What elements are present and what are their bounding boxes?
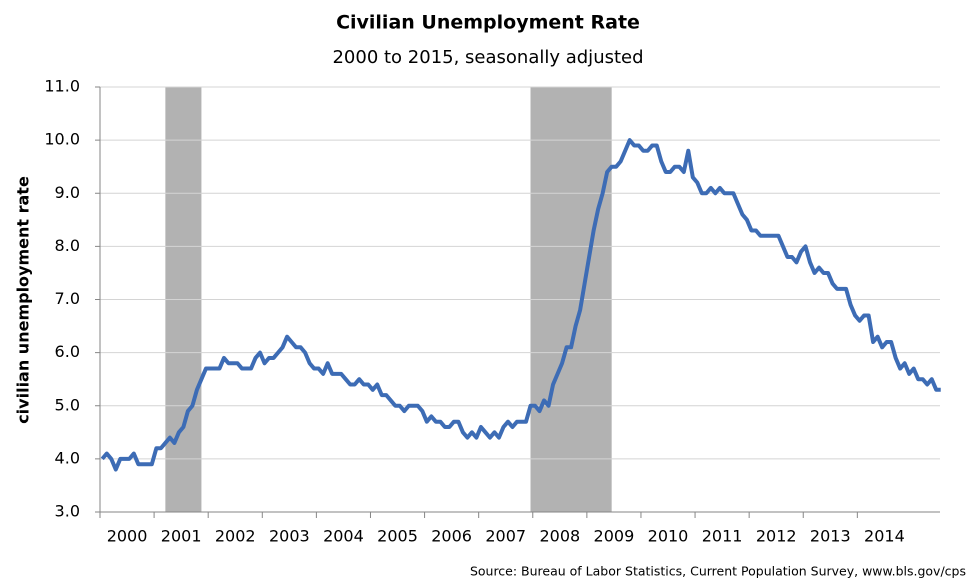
y-tick-label: 7.0 xyxy=(55,289,80,308)
x-tick-label: 2007 xyxy=(485,527,526,546)
y-tick-label: 4.0 xyxy=(55,448,80,467)
y-tick-label: 10.0 xyxy=(44,130,80,149)
y-tick-label: 5.0 xyxy=(55,395,80,414)
chart-subtitle: 2000 to 2015, seasonally adjusted xyxy=(332,47,643,68)
x-tick-label: 2004 xyxy=(323,527,364,546)
y-tick-label: 3.0 xyxy=(55,502,80,521)
y-axis-label: civilian unemployment rate xyxy=(14,176,33,424)
x-tick-label: 2014 xyxy=(864,527,905,546)
x-tick-label: 2008 xyxy=(539,527,580,546)
x-tick-label: 2012 xyxy=(756,527,797,546)
x-tick-label: 2003 xyxy=(269,527,310,546)
x-tick-label: 2009 xyxy=(594,527,635,546)
y-tick-label: 8.0 xyxy=(55,236,80,255)
x-tick-label: 2000 xyxy=(107,527,148,546)
x-tick-label: 2013 xyxy=(810,527,851,546)
x-tick-label: 2011 xyxy=(702,527,743,546)
y-tick-label: 9.0 xyxy=(55,183,80,202)
y-tick-label: 6.0 xyxy=(55,342,80,361)
y-tick-label: 11.0 xyxy=(44,77,80,96)
chart-title: Civilian Unemployment Rate xyxy=(336,12,640,34)
x-tick-label: 2005 xyxy=(377,527,418,546)
x-tick-label: 2006 xyxy=(431,527,472,546)
data-line xyxy=(100,138,941,472)
x-tick-label: 2002 xyxy=(215,527,256,546)
x-tick-label: 2010 xyxy=(648,527,689,546)
x-tick-label: 2001 xyxy=(161,527,202,546)
source-note: Source: Bureau of Labor Statistics, Curr… xyxy=(470,564,966,579)
